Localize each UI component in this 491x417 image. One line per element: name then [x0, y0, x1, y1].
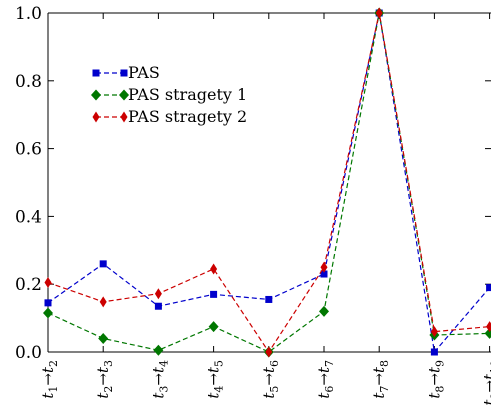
- x-tick-label: t4→t5: [205, 360, 226, 399]
- legend-marker: [92, 69, 100, 77]
- data-point: [265, 346, 273, 358]
- data-point: [153, 344, 164, 356]
- data-point: [99, 260, 107, 268]
- data-point: [320, 270, 328, 278]
- data-point: [44, 277, 52, 289]
- legend-marker: [120, 111, 128, 123]
- legend-marker: [91, 89, 101, 101]
- data-point: [320, 261, 328, 273]
- data-point: [98, 332, 109, 344]
- x-tick-label: t8→t9: [425, 360, 446, 399]
- series-1: [44, 9, 491, 356]
- x-axis-ticks: t1→t2 t2→t3 t3→t4 t4→t5 t5→t6 t6→t7 t7→t8 t8→t9…: [39, 13, 491, 406]
- data-point: [430, 326, 438, 338]
- data-point: [210, 290, 218, 298]
- x-tick-label: t1→t2: [39, 360, 60, 399]
- legend: PAS PAS stragety 1 PAS stragety 2: [91, 63, 247, 126]
- data-point: [154, 288, 162, 300]
- legend-item: PAS: [92, 63, 160, 82]
- y-tick-label: 0.8: [15, 72, 42, 92]
- series-line: [47, 12, 490, 353]
- legend-marker: [92, 111, 100, 123]
- data-point: [99, 296, 107, 308]
- legend-item: PAS stragety 1: [91, 85, 247, 104]
- data-point: [430, 348, 438, 356]
- data-point: [44, 299, 52, 307]
- x-tick-label: t2→t3: [94, 360, 115, 399]
- x-tick-label: t5→t6: [260, 360, 281, 399]
- series-group: [43, 7, 491, 358]
- y-tick-label: 0.0: [15, 343, 42, 363]
- x-tick-label: t6→t7: [315, 360, 336, 399]
- y-tick-label: 0.4: [15, 207, 42, 227]
- data-point: [486, 284, 491, 292]
- x-tick-label: t9→t10: [481, 360, 491, 406]
- data-point: [486, 321, 491, 333]
- y-tick-label: 1.0: [15, 4, 42, 24]
- series-2: [43, 7, 491, 358]
- legend-label: PAS: [128, 63, 160, 82]
- data-point: [154, 302, 162, 310]
- legend-marker: [120, 69, 128, 77]
- data-point: [319, 305, 329, 317]
- legend-marker: [119, 89, 129, 101]
- data-point: [210, 263, 218, 275]
- data-point: [208, 321, 219, 333]
- series-3: [44, 7, 491, 358]
- y-axis-ticks: 0.0 0.2 0.4 0.6 0.8 1.0: [15, 4, 491, 363]
- legend-label: PAS stragety 1: [128, 85, 247, 104]
- legend-label: PAS stragety 2: [128, 107, 247, 126]
- y-tick-label: 0.2: [15, 275, 42, 295]
- data-point: [43, 307, 53, 319]
- data-point: [265, 295, 273, 303]
- x-tick-label: t7→t8: [370, 360, 391, 399]
- legend-item: PAS stragety 2: [92, 107, 247, 126]
- y-tick-label: 0.6: [15, 140, 42, 160]
- x-tick-label: t3→t4: [149, 360, 170, 399]
- data-point: [375, 7, 383, 19]
